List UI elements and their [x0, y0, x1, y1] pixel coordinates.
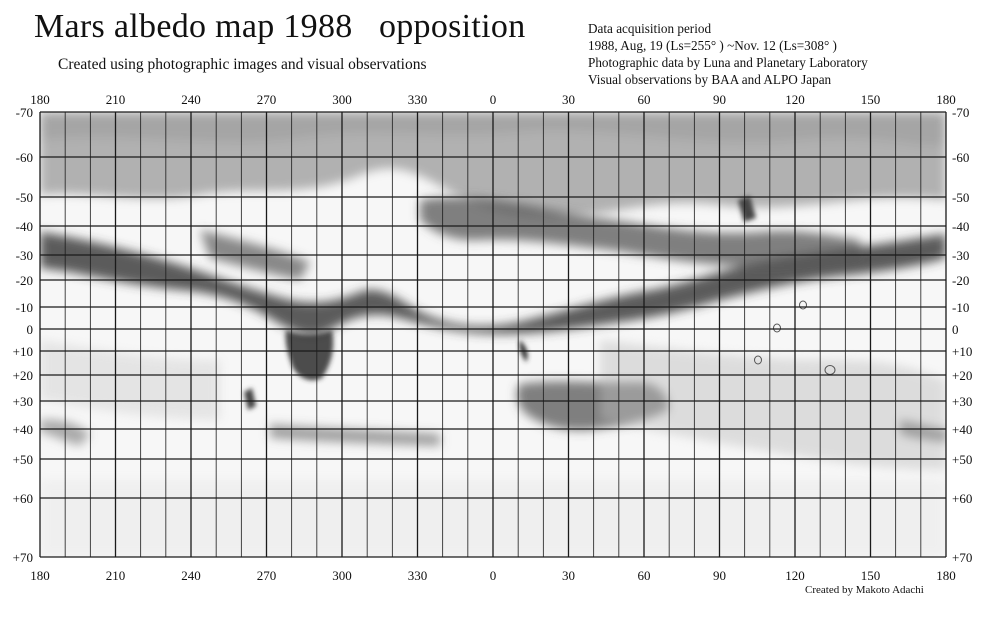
longitude-label-bottom: 300: [332, 568, 352, 583]
map-subtitle: Created using photographic images and vi…: [58, 56, 427, 73]
latitude-label-left: +10: [13, 344, 33, 359]
latitude-label-left: +50: [13, 452, 33, 467]
latitude-label-left: +20: [13, 368, 33, 383]
longitude-label-top: 180: [30, 92, 50, 107]
latitude-label-right: -60: [952, 150, 969, 165]
info-photo-source: Photographic data by Luna and Planetary …: [588, 55, 868, 70]
latitude-label-right: 0: [952, 322, 959, 337]
latitude-label-left: -10: [16, 300, 33, 315]
longitude-label-bottom: 270: [257, 568, 277, 583]
latitude-label-left: 0: [27, 322, 34, 337]
longitude-label-top: 30: [562, 92, 575, 107]
longitude-label-bottom: 30: [562, 568, 575, 583]
latitude-label-right: +40: [952, 422, 972, 437]
longitude-label-top: 210: [106, 92, 126, 107]
latitude-label-right: -40: [952, 219, 969, 234]
latitude-label-right: +50: [952, 452, 972, 467]
acquisition-info: Data acquisition period 1988, Aug, 19 (L…: [588, 20, 868, 88]
longitude-label-bottom: 60: [638, 568, 651, 583]
latitude-label-left: -70: [16, 105, 33, 120]
latitude-label-right: -70: [952, 105, 969, 120]
latitude-label-right: +60: [952, 491, 972, 506]
longitude-label-top: 150: [861, 92, 881, 107]
latitude-label-right: +10: [952, 344, 972, 359]
author-credit: Created by Makoto Adachi: [805, 584, 924, 596]
longitude-label-bottom: 330: [408, 568, 428, 583]
map-grid: [39, 111, 947, 558]
info-period-dates: 1988, Aug, 19 (Ls=255° ) ~Nov. 12 (Ls=30…: [588, 38, 837, 53]
longitude-label-bottom: 150: [861, 568, 881, 583]
latitude-label-left: +70: [13, 550, 33, 565]
map-axis-labels: 1801802102102402402702703003003303300030…: [13, 92, 973, 583]
longitude-label-bottom: 120: [785, 568, 805, 583]
latitude-label-right: -50: [952, 190, 969, 205]
longitude-label-bottom: 0: [490, 568, 497, 583]
longitude-label-top: 90: [713, 92, 726, 107]
latitude-label-right: -20: [952, 273, 969, 288]
latitude-label-right: +70: [952, 550, 972, 565]
latitude-label-left: +60: [13, 491, 33, 506]
latitude-label-left: -30: [16, 248, 33, 263]
latitude-label-left: -60: [16, 150, 33, 165]
longitude-label-top: 240: [181, 92, 201, 107]
latitude-label-left: -40: [16, 219, 33, 234]
longitude-label-top: 300: [332, 92, 352, 107]
longitude-label-top: 0: [490, 92, 497, 107]
longitude-label-bottom: 180: [936, 568, 956, 583]
longitude-label-top: 60: [638, 92, 651, 107]
info-period-heading: Data acquisition period: [588, 21, 712, 36]
longitude-label-top: 180: [936, 92, 956, 107]
longitude-label-top: 270: [257, 92, 277, 107]
latitude-label-left: +40: [13, 422, 33, 437]
latitude-label-right: +20: [952, 368, 972, 383]
latitude-label-right: +30: [952, 394, 972, 409]
longitude-label-bottom: 240: [181, 568, 201, 583]
latitude-label-right: -10: [952, 300, 969, 315]
info-visual-source: Visual observations by BAA and ALPO Japa…: [588, 72, 832, 87]
latitude-label-left: -20: [16, 273, 33, 288]
latitude-label-left: +30: [13, 394, 33, 409]
longitude-label-top: 330: [408, 92, 428, 107]
longitude-label-bottom: 90: [713, 568, 726, 583]
latitude-label-left: -50: [16, 190, 33, 205]
latitude-label-right: -30: [952, 248, 969, 263]
longitude-label-bottom: 180: [30, 568, 50, 583]
longitude-label-top: 120: [785, 92, 805, 107]
map-title: Mars albedo map 1988 opposition: [34, 8, 526, 45]
longitude-label-bottom: 210: [106, 568, 126, 583]
